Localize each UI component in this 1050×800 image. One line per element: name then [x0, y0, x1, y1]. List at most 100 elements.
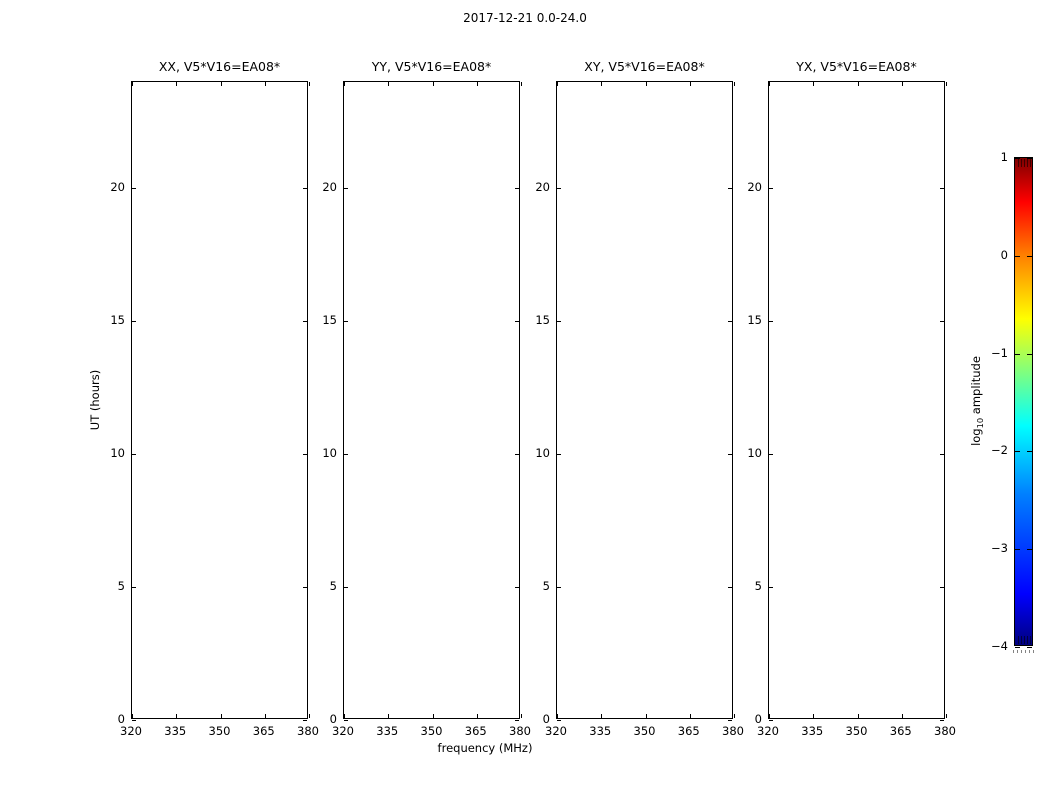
- y-tick-label: 10: [110, 446, 125, 461]
- y-tick-mark: [728, 188, 732, 190]
- y-tick-label: 15: [747, 313, 762, 328]
- plot-panel-xy[interactable]: XY, V5*V16=EA08*: [556, 59, 735, 721]
- colorbar-tick-label: 0: [1000, 247, 1008, 262]
- y-tick-mark: [728, 587, 732, 589]
- plot-panel-xx[interactable]: XX, V5*V16=EA08*: [131, 59, 310, 721]
- y-tick-label: 20: [535, 180, 550, 195]
- x-tick-mark: [769, 714, 770, 718]
- y-tick-mark: [303, 454, 307, 456]
- x-tick-mark: [220, 82, 222, 86]
- y-tick-mark: [344, 321, 348, 323]
- colorbar-under-hatch: [1018, 636, 1031, 644]
- colorbar-tick-mark: [1027, 255, 1032, 257]
- x-tick-mark: [264, 82, 266, 86]
- x-tick-label: 350: [845, 724, 868, 738]
- colorbar-footer-dots: [1013, 650, 1035, 653]
- x-tick-mark: [734, 82, 735, 86]
- x-tick-label: 335: [589, 724, 612, 738]
- x-axis-label: frequency (MHz): [437, 741, 533, 755]
- x-tick-label: 320: [120, 724, 142, 738]
- y-tick-mark: [515, 321, 519, 323]
- y-tick-mark: [940, 321, 944, 323]
- x-tick-mark: [521, 82, 522, 86]
- x-tick-mark: [645, 82, 647, 86]
- x-tick-mark: [132, 82, 133, 86]
- x-tick-label: 350: [633, 724, 656, 738]
- y-tick-label: 0: [117, 712, 125, 726]
- x-tick-mark: [476, 82, 478, 86]
- y-tick-mark: [344, 454, 348, 456]
- x-tick-mark: [901, 82, 903, 86]
- y-tick-label: 10: [322, 446, 337, 461]
- y-tick-mark: [940, 454, 944, 456]
- y-tick-label: 15: [110, 313, 125, 328]
- colorbar-tick-mark: [1027, 647, 1032, 648]
- y-tick-label: 0: [542, 712, 550, 726]
- x-tick-label: 335: [164, 724, 187, 738]
- y-tick-mark: [303, 321, 307, 323]
- y-tick-mark: [132, 188, 136, 190]
- panel-title-xy: XY, V5*V16=EA08*: [584, 59, 705, 74]
- x-tick-mark: [132, 714, 133, 718]
- y-tick-mark: [940, 720, 944, 721]
- y-tick-mark: [557, 454, 561, 456]
- x-tick-mark: [946, 714, 947, 718]
- x-tick-mark: [857, 714, 859, 718]
- y-tick-mark: [769, 720, 773, 721]
- x-tick-mark: [344, 714, 345, 718]
- x-tick-label: 320: [332, 724, 354, 738]
- y-tick-mark: [344, 587, 348, 589]
- y-tick-mark: [132, 720, 136, 721]
- y-tick-mark: [515, 454, 519, 456]
- colorbar-tick-mark: [1015, 549, 1020, 551]
- colorbar-tick-label: −2: [991, 443, 1008, 458]
- y-tick-mark: [344, 188, 348, 190]
- y-tick-mark: [769, 587, 773, 589]
- panel-title-xx: XX, V5*V16=EA08*: [158, 59, 281, 74]
- y-tick-label: 20: [322, 180, 337, 195]
- colorbar-tick-mark: [1027, 353, 1032, 355]
- x-tick-mark: [557, 714, 558, 718]
- x-tick-mark: [689, 714, 691, 718]
- colorbar-tick-label: 1: [1000, 150, 1008, 164]
- colorbar-tick-mark: [1015, 647, 1020, 648]
- y-tick-mark: [769, 454, 773, 456]
- colorbar-tick-label: −1: [991, 345, 1008, 360]
- y-tick-mark: [515, 587, 519, 589]
- y-tick-mark: [303, 587, 307, 589]
- y-tick-label: 5: [329, 579, 337, 594]
- y-tick-label: 5: [117, 579, 125, 594]
- x-tick-mark: [689, 82, 691, 86]
- y-tick-label: 0: [329, 712, 337, 726]
- x-tick-mark: [344, 82, 345, 86]
- x-tick-label: 320: [545, 724, 567, 738]
- x-tick-label: 335: [376, 724, 399, 738]
- x-tick-mark: [309, 82, 310, 86]
- x-tick-label: 380: [722, 724, 744, 738]
- x-tick-label: 350: [208, 724, 231, 738]
- y-tick-mark: [728, 720, 732, 721]
- y-axis-label: UT (hours): [88, 369, 102, 431]
- colorbar-tick-mark: [1027, 549, 1032, 551]
- x-tick-mark: [813, 82, 815, 86]
- y-tick-label: 10: [535, 446, 550, 461]
- plot-panel-yy[interactable]: YY, V5*V16=EA08*: [343, 59, 522, 721]
- panel-title-yx: YX, V5*V16=EA08*: [796, 59, 917, 74]
- y-tick-mark: [940, 188, 944, 190]
- x-tick-mark: [220, 714, 222, 718]
- y-tick-mark: [728, 321, 732, 323]
- x-tick-mark: [264, 714, 266, 718]
- x-tick-label: 320: [757, 724, 779, 738]
- x-tick-mark: [521, 714, 522, 718]
- y-tick-label: 15: [322, 313, 337, 328]
- y-tick-mark: [769, 321, 773, 323]
- x-tick-label: 365: [677, 724, 700, 738]
- x-tick-mark: [813, 714, 815, 718]
- colorbar[interactable]: [1014, 157, 1033, 648]
- y-tick-label: 10: [747, 446, 762, 461]
- x-tick-mark: [476, 714, 478, 718]
- y-tick-mark: [557, 587, 561, 589]
- plot-panel-yx[interactable]: YX, V5*V16=EA08*: [768, 59, 947, 721]
- y-tick-mark: [557, 321, 561, 323]
- x-tick-mark: [176, 714, 178, 718]
